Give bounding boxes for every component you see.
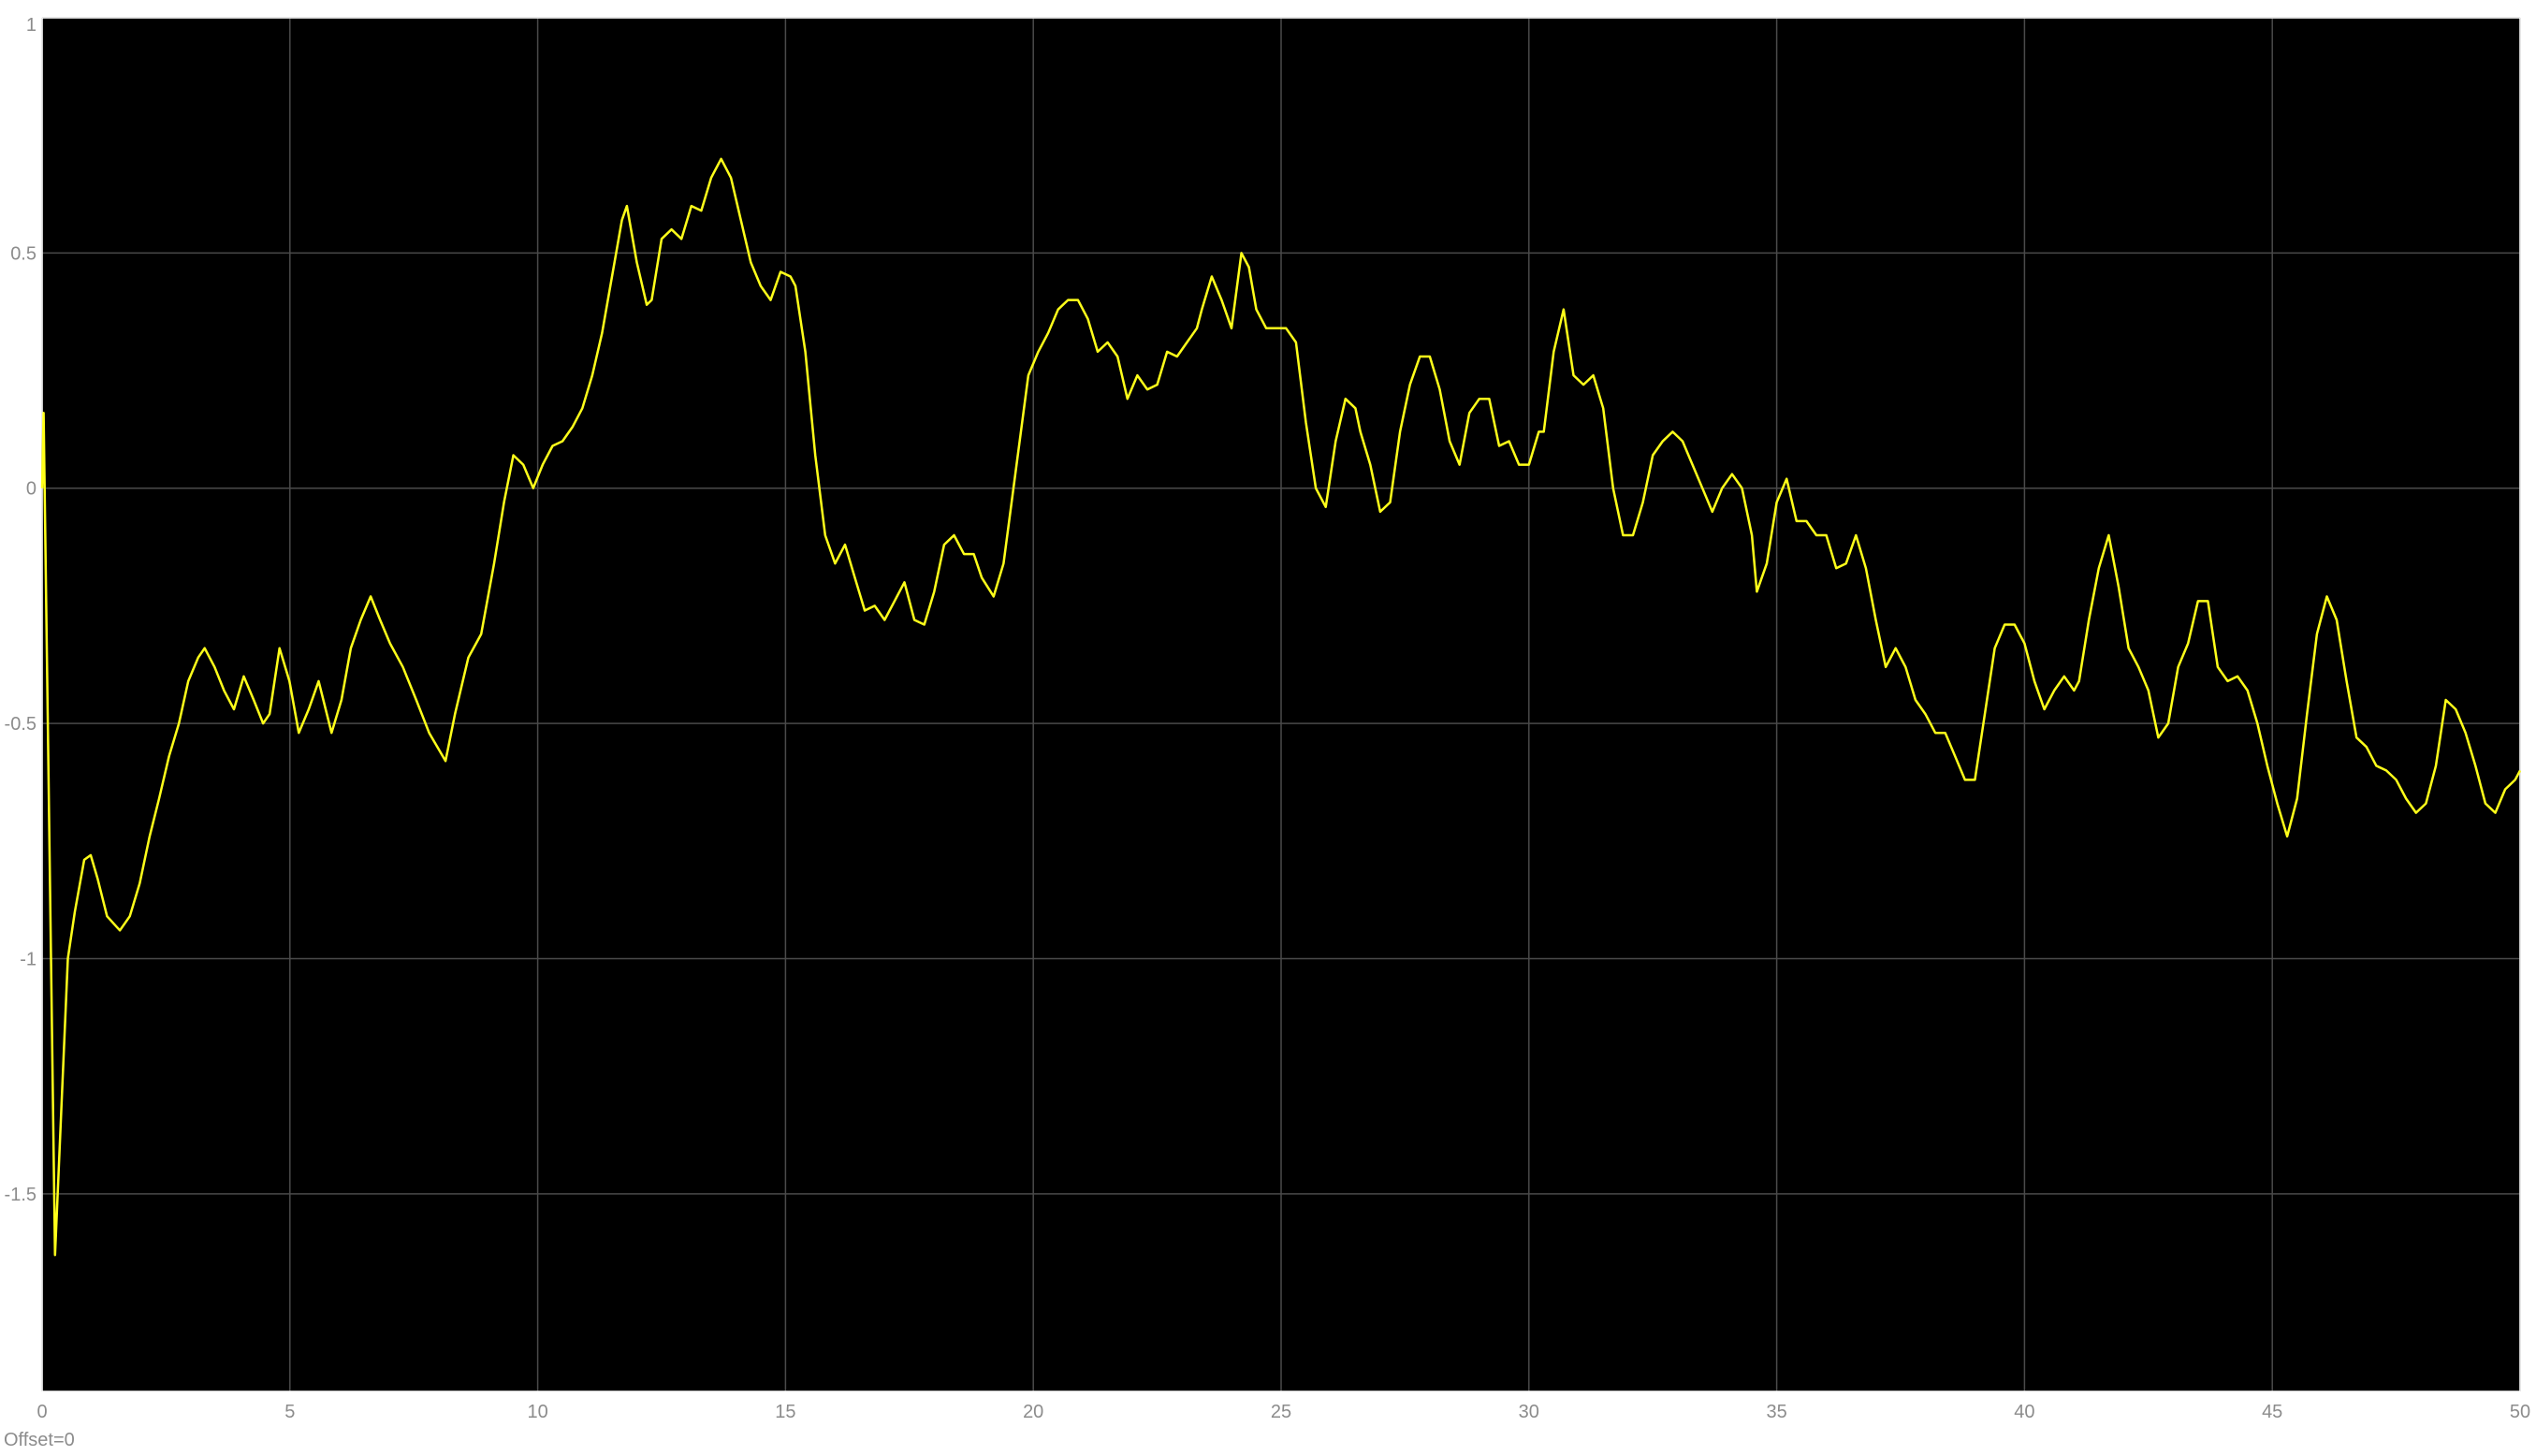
- y-tick-label: -1.5: [5, 1185, 36, 1205]
- plot-border: [41, 17, 2521, 1392]
- x-tick-label: 45: [2262, 1402, 2282, 1422]
- x-tick-label: 15: [775, 1402, 795, 1422]
- y-tick-label: 0: [26, 479, 36, 500]
- x-tick-label: 35: [1766, 1402, 1786, 1422]
- offset-label: Offset=0: [4, 1430, 75, 1450]
- x-tick-label: 30: [1519, 1402, 1539, 1422]
- y-tick-label: 1: [26, 15, 36, 36]
- x-tick-label: 10: [527, 1402, 547, 1422]
- y-tick-label: -0.5: [5, 714, 36, 735]
- y-tick-label: -1: [20, 949, 36, 969]
- x-tick-label: 25: [1271, 1402, 1291, 1422]
- y-tick-label: 0.5: [10, 243, 36, 264]
- x-tick-label: 50: [2510, 1402, 2530, 1422]
- x-tick-label: 20: [1023, 1402, 1043, 1422]
- x-tick-label: 0: [36, 1402, 47, 1422]
- x-tick-label: 40: [2014, 1402, 2034, 1422]
- data-line: [40, 157, 2522, 1257]
- x-tick-label: 5: [284, 1402, 295, 1422]
